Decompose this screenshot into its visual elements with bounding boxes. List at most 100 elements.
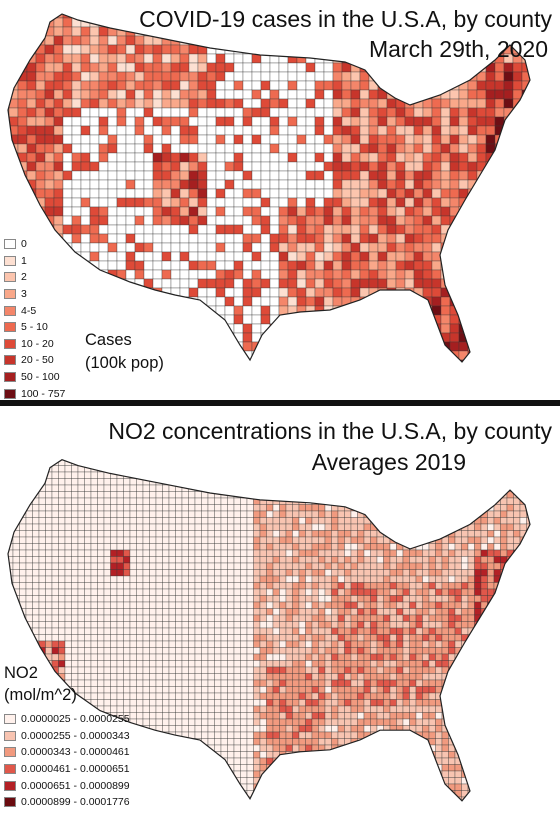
county-cell [503, 134, 514, 145]
county-cell [77, 601, 85, 609]
county-cell [35, 143, 46, 154]
county-cell [533, 531, 540, 538]
county-cell [435, 517, 443, 525]
county-cell [480, 627, 488, 635]
county-cell [413, 323, 424, 334]
county-cell [224, 215, 235, 226]
county-cell [188, 621, 196, 629]
county-cell [350, 497, 358, 505]
county-cell [215, 269, 226, 280]
county-cell [285, 549, 293, 557]
county-cell [207, 601, 215, 609]
county-cell [359, 215, 370, 226]
county-cell [435, 478, 443, 486]
county-cell [506, 582, 514, 590]
county-cell [402, 614, 410, 622]
county-cell [272, 523, 280, 531]
county-cell [531, 234, 540, 243]
county-cell [38, 601, 46, 609]
county-cell [220, 588, 228, 596]
county-cell [292, 530, 300, 538]
county-cell [80, 206, 91, 217]
county-cell [315, 369, 324, 378]
no2-map-panel: NO2 concentrations in the U.S.A, by coun… [0, 406, 560, 813]
county-cell [332, 269, 343, 280]
county-cell [201, 575, 209, 583]
county-cell [514, 453, 521, 460]
county-cell [97, 504, 105, 512]
county-cell [251, 80, 262, 91]
county-cell [107, 296, 118, 307]
county-cell [298, 588, 306, 596]
county-cell [296, 332, 307, 343]
county-cell [152, 188, 163, 199]
county-cell [206, 179, 217, 190]
county-cell [97, 491, 105, 499]
county-cell [311, 504, 319, 512]
county-cell [305, 484, 313, 492]
county-cell [461, 569, 469, 577]
county-cell [512, 224, 523, 235]
county-cell [296, 35, 307, 46]
county-cell [476, 224, 487, 235]
county-cell [409, 621, 417, 629]
county-cell [305, 224, 316, 235]
county-cell [386, 134, 397, 145]
county-cell [197, 242, 208, 253]
county-cell [292, 621, 300, 629]
county-cell [233, 543, 241, 551]
county-cell [296, 89, 307, 100]
county-cell [45, 582, 53, 590]
county-cell [337, 582, 345, 590]
county-cell [107, 170, 118, 181]
county-cell [251, 35, 262, 46]
county-cell [220, 621, 228, 629]
county-cell [287, 269, 298, 280]
county-cell [188, 53, 199, 64]
county-cell [298, 459, 306, 466]
county-cell [123, 543, 131, 551]
county-cell [32, 504, 40, 512]
county-cell [224, 296, 235, 307]
county-cell [215, 296, 226, 307]
county-cell [71, 62, 82, 73]
county-cell [422, 224, 433, 235]
county-cell [215, 80, 226, 91]
county-cell [323, 323, 334, 334]
county-cell [220, 536, 228, 544]
county-cell [413, 350, 424, 361]
county-cell [77, 549, 85, 557]
county-cell [181, 497, 189, 505]
county-cell [25, 595, 33, 603]
county-cell [386, 260, 397, 271]
county-cell [298, 510, 306, 518]
county-cell [278, 152, 289, 163]
county-cell [314, 71, 325, 82]
county-cell [323, 269, 334, 280]
covid-legend-swatch [4, 272, 16, 283]
county-cell [461, 595, 469, 603]
county-cell [116, 601, 124, 609]
county-cell [533, 589, 540, 596]
county-cell [474, 484, 482, 492]
county-cell [389, 517, 397, 525]
county-cell [350, 627, 358, 635]
county-cell [123, 627, 131, 635]
county-cell [36, 0, 45, 9]
county-cell [332, 251, 343, 262]
county-cell [359, 170, 370, 181]
county-cell [71, 562, 79, 570]
county-cell [170, 323, 181, 334]
county-cell [253, 621, 261, 629]
county-cell [77, 543, 85, 551]
county-cell [332, 143, 343, 154]
county-cell [51, 582, 59, 590]
county-cell [53, 107, 64, 118]
county-cell [220, 504, 228, 512]
county-cell [253, 478, 261, 486]
county-cell [188, 242, 199, 253]
county-cell [242, 116, 253, 127]
county-cell [431, 287, 442, 298]
county-cell [440, 251, 451, 262]
county-cell [215, 446, 222, 453]
